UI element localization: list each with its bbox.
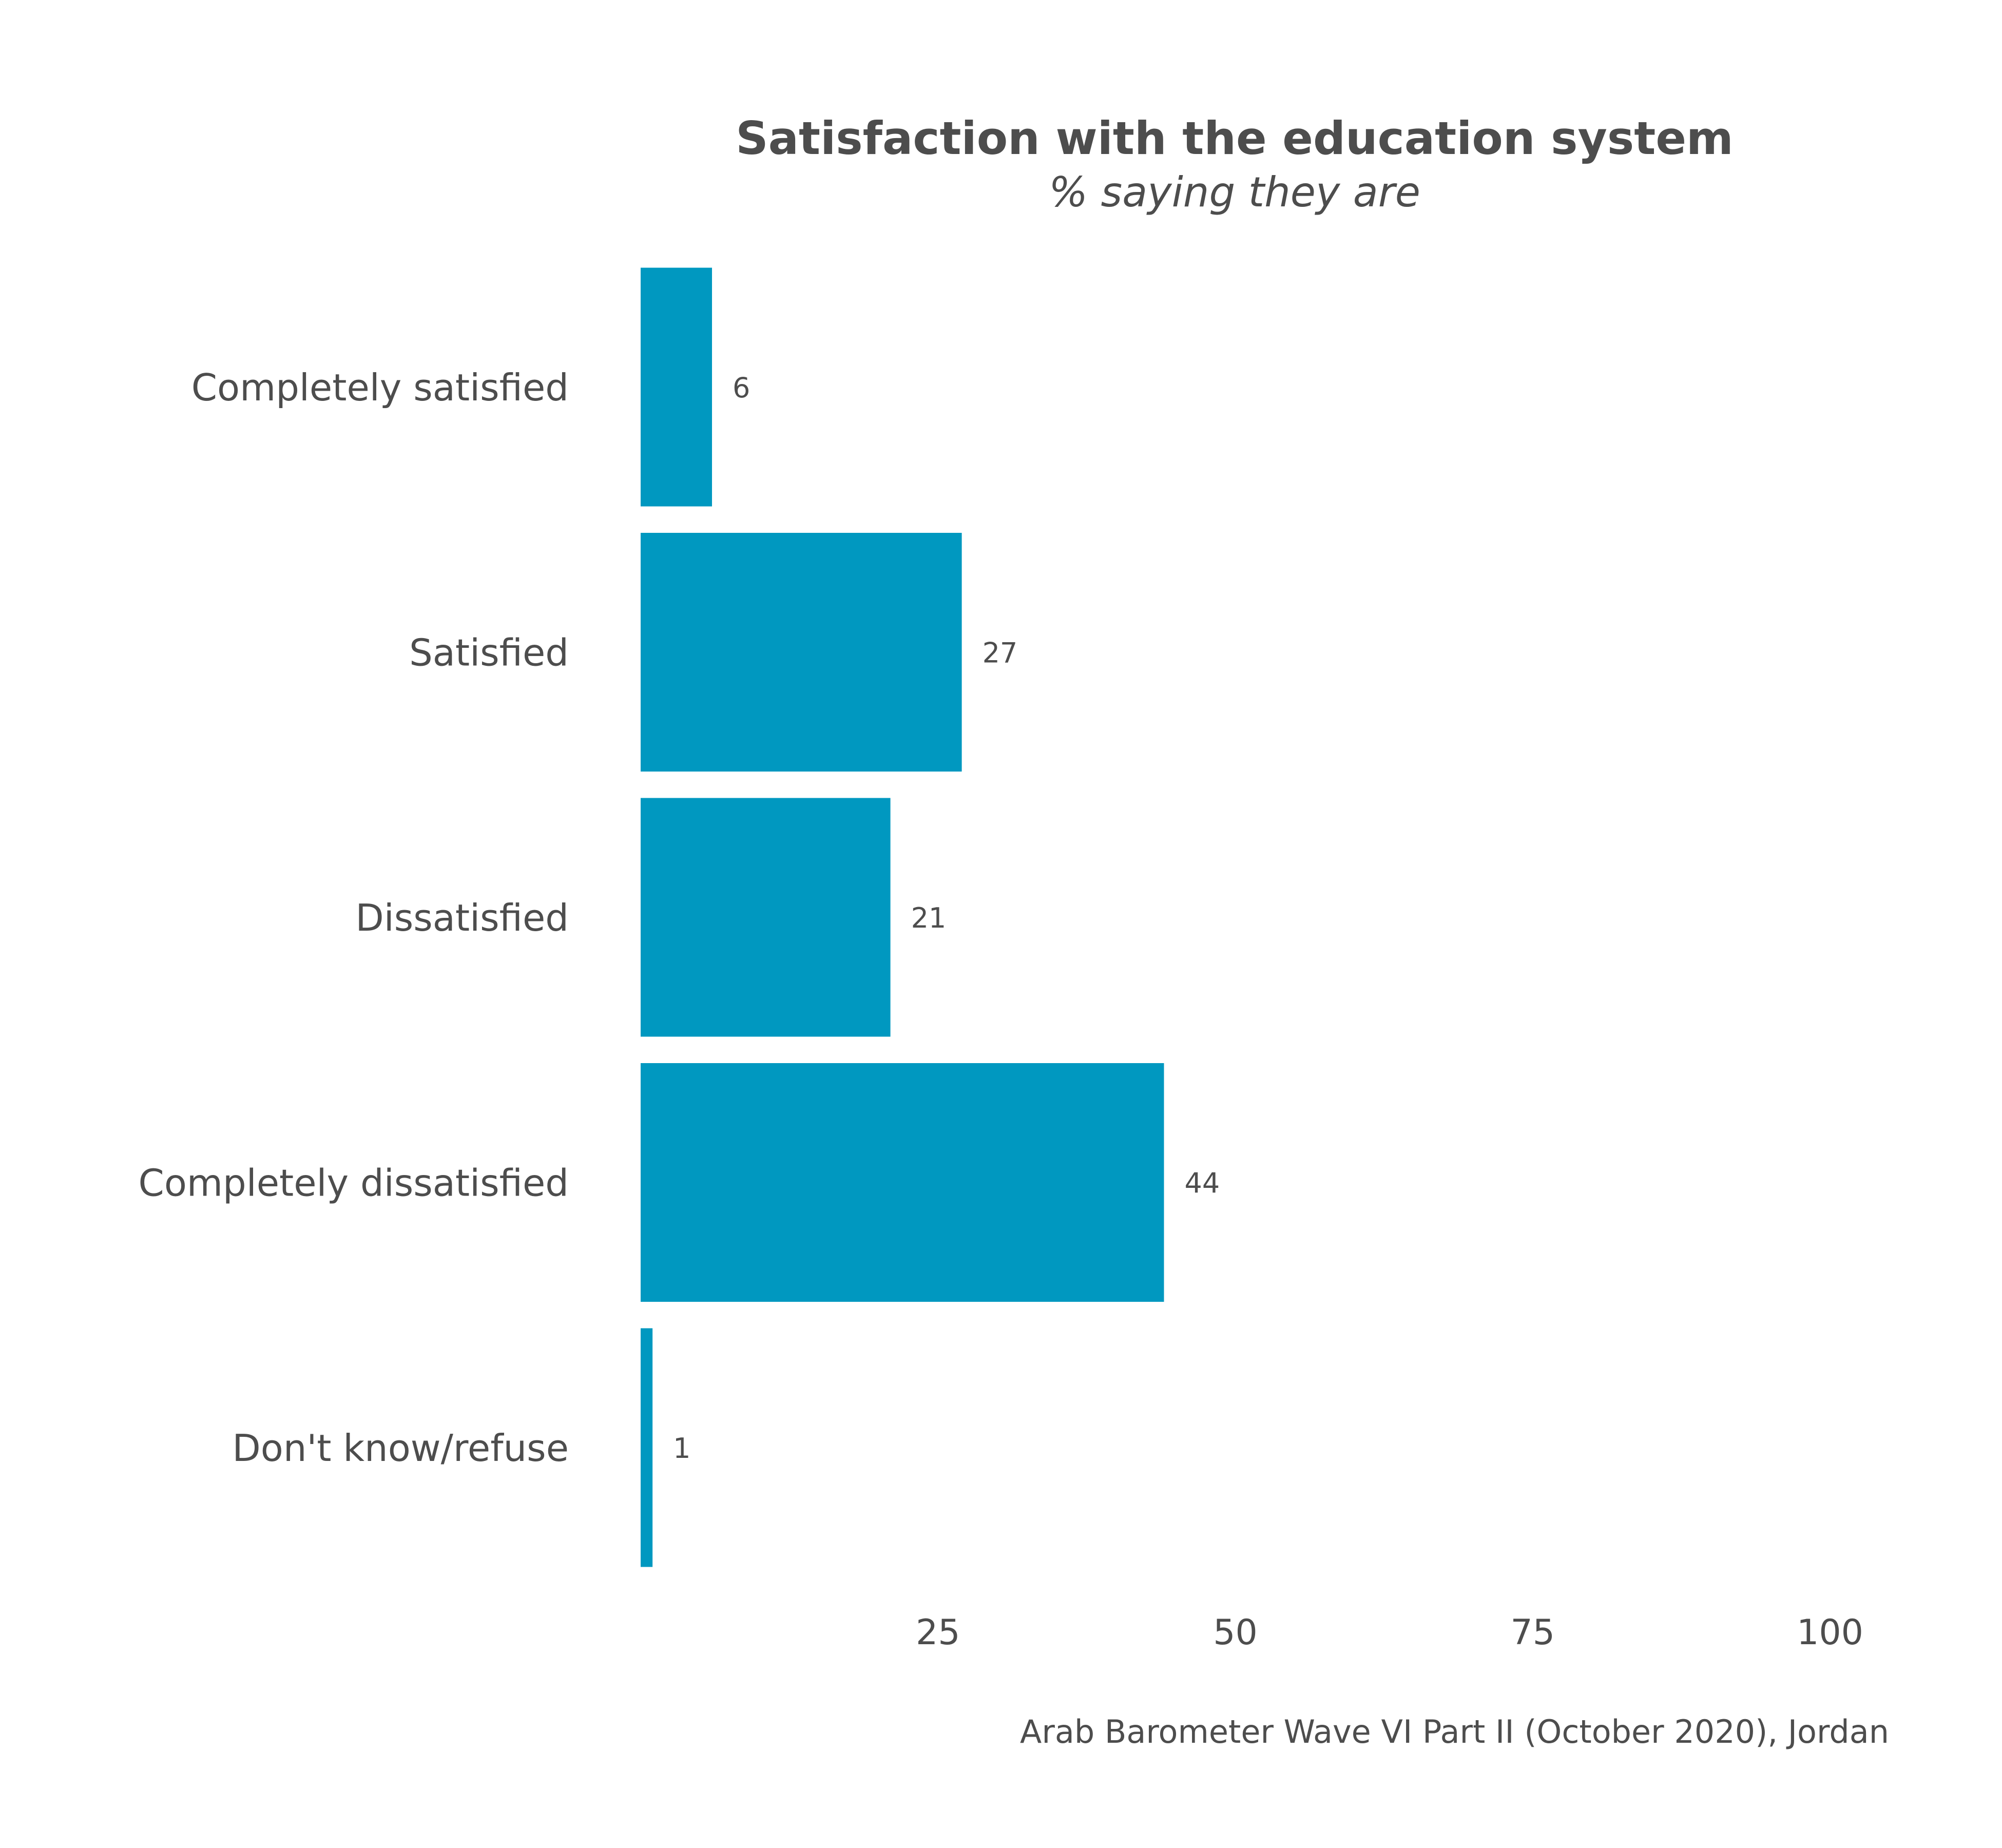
- data-label: 1: [673, 1432, 690, 1465]
- bar-3: [641, 1063, 1164, 1302]
- bar-1: [641, 533, 962, 772]
- bar-2: [641, 798, 891, 1037]
- data-label: 6: [733, 372, 750, 404]
- category-label: Don't know/refuse: [232, 1427, 569, 1470]
- bar-0: [641, 267, 713, 507]
- x-tick-label: 75: [1510, 1612, 1555, 1653]
- category-label: Completely dissatisfied: [139, 1162, 569, 1205]
- data-label: 27: [983, 637, 1018, 669]
- data-label: 21: [911, 902, 947, 934]
- data-labels: 6 27 21 44 1: [673, 372, 1220, 1465]
- category-label: Dissatisfied: [355, 896, 569, 939]
- category-labels: Completely satisfied Satisfied Dissatisfie…: [139, 366, 569, 1470]
- x-tick-label: 25: [916, 1612, 960, 1653]
- x-axis-ticks: 25 50 75 100: [916, 1612, 1863, 1653]
- data-label: 44: [1184, 1167, 1220, 1200]
- chart-subtitle: % saying they are: [1049, 168, 1420, 216]
- chart-caption: Arab Barometer Wave VI Part II (October …: [1020, 1713, 1889, 1750]
- category-label: Completely satisfied: [191, 366, 569, 409]
- chart-title: Satisfaction with the education system: [736, 112, 1733, 165]
- x-tick-label: 50: [1213, 1612, 1258, 1653]
- x-tick-label: 100: [1797, 1612, 1863, 1653]
- bars-layer: [641, 267, 1164, 1567]
- category-label: Satisfied: [409, 631, 569, 675]
- bar-4: [641, 1328, 653, 1567]
